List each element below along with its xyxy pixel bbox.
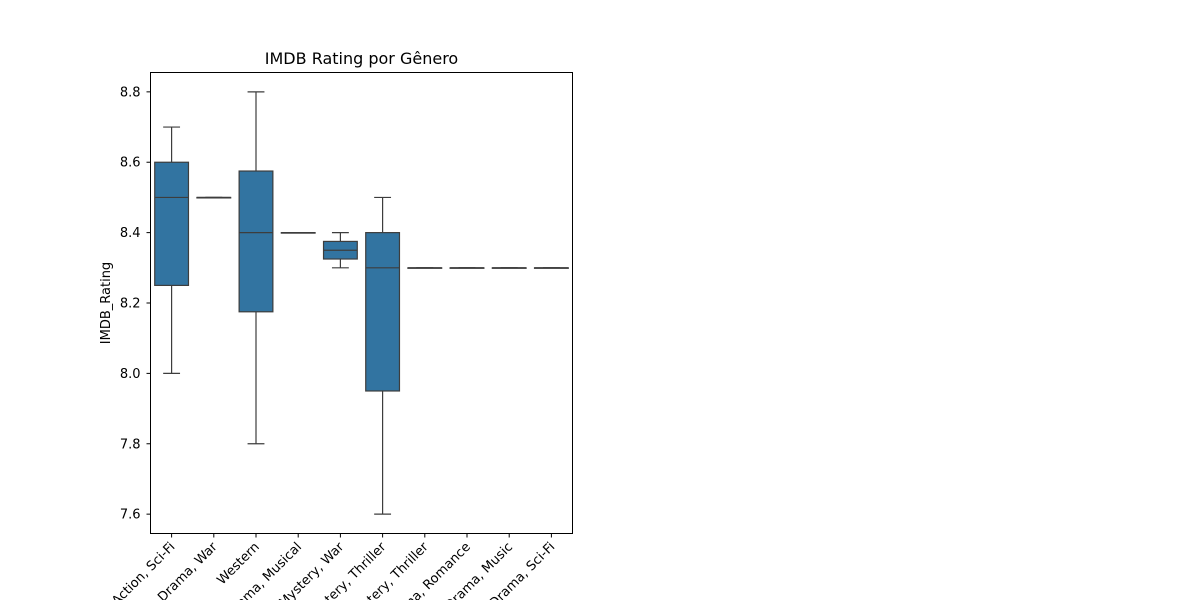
y-tick-label: 8.8 bbox=[120, 85, 141, 100]
box-group bbox=[491, 267, 527, 269]
box-group bbox=[154, 126, 190, 374]
box-group bbox=[365, 196, 401, 515]
chart-title: IMDB Rating por Gênero bbox=[265, 49, 458, 68]
box-group bbox=[196, 196, 232, 199]
box-body bbox=[154, 161, 190, 287]
y-axis: 7.6 7.8 8.0 8.2 8.4 8.6 8.8 bbox=[120, 85, 151, 523]
box-group bbox=[280, 232, 316, 234]
y-tick-label: 8.0 bbox=[120, 367, 141, 382]
box-group bbox=[322, 232, 358, 269]
y-tick-label: 8.4 bbox=[120, 226, 141, 241]
y-tick-label: 8.6 bbox=[120, 156, 141, 171]
box-body bbox=[238, 170, 274, 313]
box-group bbox=[238, 91, 274, 445]
y-axis-label: IMDB_Rating bbox=[99, 262, 114, 344]
box-group bbox=[449, 267, 485, 269]
box-group bbox=[407, 267, 443, 269]
y-tick-label: 7.8 bbox=[120, 437, 141, 452]
y-tick-label: 7.6 bbox=[120, 508, 141, 523]
box-body bbox=[365, 232, 401, 392]
box-group bbox=[533, 267, 569, 269]
plot-area bbox=[154, 91, 569, 515]
y-tick-label: 8.2 bbox=[120, 297, 141, 312]
